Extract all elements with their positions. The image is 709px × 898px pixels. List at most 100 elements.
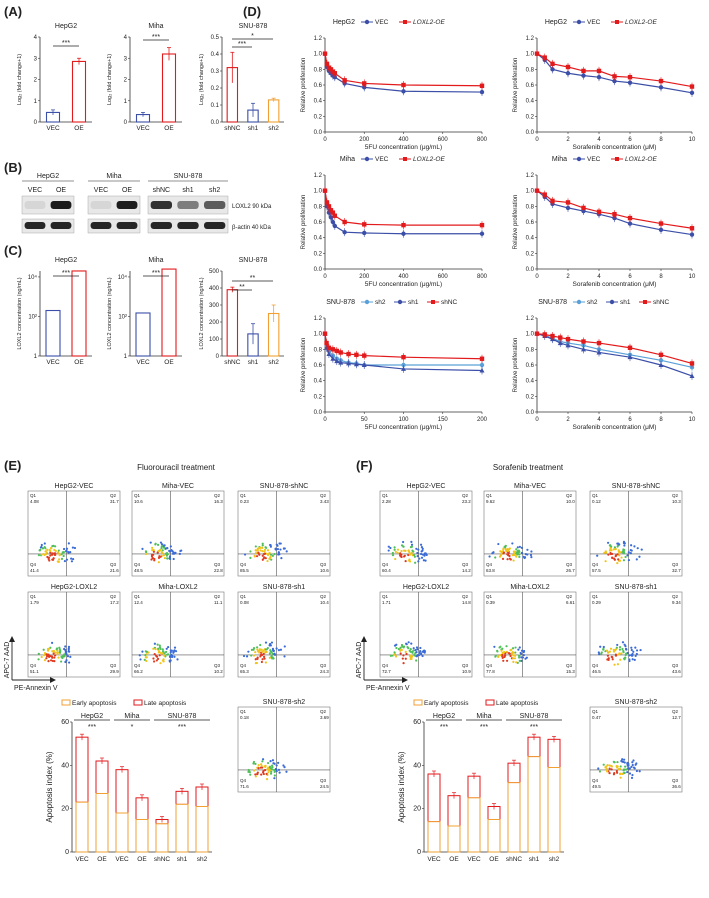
- flow-event: [255, 555, 259, 558]
- flow-event: [416, 551, 419, 555]
- flow-event: [269, 553, 273, 556]
- flow-event: [612, 760, 615, 763]
- flow-event: [262, 652, 265, 655]
- x-tick-label: 200: [359, 274, 370, 280]
- data-point: [565, 200, 571, 205]
- flow-event: [502, 551, 506, 554]
- flow-event: [259, 653, 263, 656]
- flow-event: [40, 655, 43, 659]
- quadrant-value: 0.23: [240, 499, 249, 504]
- panel-label-c: (C): [4, 243, 22, 258]
- flow-event: [606, 541, 610, 544]
- flow-event: [410, 655, 414, 658]
- flow-event: [626, 764, 629, 767]
- flow-event: [633, 658, 636, 661]
- y-tick-label: 40: [61, 762, 69, 769]
- bar-late-apoptosis: [115, 769, 129, 814]
- x-axis-label: 5FU concentration (μg/mL): [365, 281, 442, 288]
- flow-event: [41, 547, 45, 550]
- quadrant-name: Q4: [240, 663, 247, 668]
- flow-event: [611, 658, 614, 661]
- x-tick-label: 50: [361, 417, 368, 423]
- flow-event: [250, 648, 254, 651]
- legend-label: sh2: [375, 299, 386, 306]
- flow-event: [56, 551, 60, 554]
- legend-label: LOXL2-OE: [413, 156, 445, 163]
- data-point: [689, 232, 695, 237]
- flow-event: [159, 541, 163, 544]
- flow-event: [70, 560, 74, 563]
- quadrant-value: 16.3: [214, 499, 223, 504]
- flow-event: [273, 770, 276, 773]
- flow-event: [153, 559, 156, 562]
- flow-event: [608, 544, 611, 547]
- y-tick-label: 0.0: [314, 267, 323, 273]
- flow-event: [518, 545, 521, 548]
- flow-event: [615, 769, 618, 773]
- flow-event: [622, 552, 626, 555]
- flow-event: [511, 542, 514, 545]
- flow-plot-frame: [589, 591, 683, 678]
- flow-event: [58, 558, 61, 561]
- flow-event: [497, 655, 500, 658]
- legend-label: sh1: [620, 299, 631, 306]
- panel-d-d-miha-sor-chart: 0.0 0.2 0.4 0.6 0.8 1.0 1.2 0 2 4 6 8 10 Sorafenib co…: [513, 156, 696, 288]
- flow-event: [279, 548, 282, 551]
- y-tick-label: 0.8: [314, 347, 323, 353]
- flow-event: [256, 648, 259, 651]
- flow-event: [409, 655, 412, 658]
- data-point: [362, 353, 367, 358]
- flow-event: [273, 768, 276, 772]
- x-tick-label: VEC: [46, 125, 60, 132]
- flow-event: [619, 658, 622, 661]
- flow-event: [626, 554, 629, 557]
- y-axis-label: Apoptosis index (%): [397, 751, 406, 822]
- x-tick-label: VEC: [46, 359, 60, 366]
- flow-event: [608, 650, 611, 653]
- flow-event: [69, 655, 72, 658]
- flow-event: [498, 646, 501, 649]
- flow-event: [623, 542, 626, 545]
- significance-label: ***: [88, 724, 96, 731]
- data-point: [581, 205, 586, 211]
- flow-event: [260, 660, 263, 664]
- flow-event: [40, 543, 43, 547]
- flow-event: [46, 649, 50, 652]
- flow-event: [152, 647, 155, 650]
- panel-label-e: (E): [4, 458, 21, 473]
- flow-event: [164, 552, 167, 555]
- flow-event: [596, 554, 599, 557]
- flow-event: [158, 650, 161, 653]
- data-point: [658, 85, 664, 90]
- flow-event: [169, 545, 172, 548]
- x-tick-label: VEC: [75, 856, 89, 863]
- flow-event: [261, 658, 264, 661]
- flow-event: [606, 658, 609, 661]
- flow-event: [37, 652, 40, 655]
- data-point: [342, 229, 347, 235]
- legend-label: LOXL2-OE: [413, 19, 445, 26]
- flow-event: [512, 559, 515, 562]
- flow-event: [270, 770, 273, 774]
- flow-event: [172, 557, 175, 561]
- flow-event: [511, 647, 515, 650]
- flow-event: [633, 545, 636, 548]
- flow-event: [242, 654, 246, 658]
- flow-event: [273, 777, 276, 780]
- data-point: [658, 227, 664, 233]
- quadrant-value: 29.9: [110, 669, 119, 674]
- flow-event: [165, 647, 168, 650]
- y-tick-label: 300: [209, 303, 220, 309]
- flow-event: [42, 654, 46, 657]
- flow-event: [266, 553, 270, 557]
- flow-event: [404, 560, 407, 563]
- series-line-shnc: [536, 333, 693, 365]
- flow-event: [156, 657, 160, 660]
- flow-event: [514, 553, 517, 557]
- data-point: [596, 209, 602, 215]
- panel-e-flow: Fluorouracil treatmentHepG2-VECQ14.08Q23…: [4, 463, 331, 863]
- x-tick-label: 10: [689, 137, 696, 143]
- quadrant-value: 6.61: [566, 600, 575, 605]
- flow-event: [58, 646, 61, 649]
- flow-event: [518, 646, 521, 649]
